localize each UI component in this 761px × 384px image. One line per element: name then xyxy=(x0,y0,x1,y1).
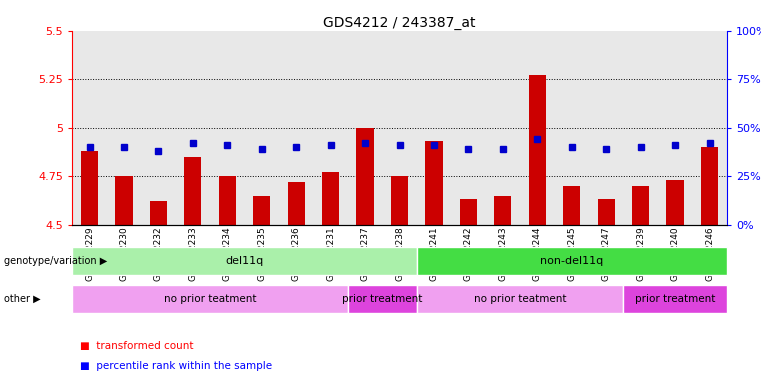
Bar xyxy=(589,31,623,225)
Bar xyxy=(107,31,142,225)
Bar xyxy=(520,31,555,225)
Bar xyxy=(494,195,511,225)
Text: genotype/variation ▶: genotype/variation ▶ xyxy=(4,256,107,266)
Bar xyxy=(563,186,581,225)
Bar xyxy=(81,151,98,225)
Bar xyxy=(417,31,451,225)
Text: prior treatment: prior treatment xyxy=(342,294,422,304)
Text: ■  transformed count: ■ transformed count xyxy=(80,341,193,351)
Bar xyxy=(667,180,683,225)
Text: no prior teatment: no prior teatment xyxy=(164,294,256,304)
Bar xyxy=(382,31,417,225)
Bar xyxy=(176,31,210,225)
Title: GDS4212 / 243387_at: GDS4212 / 243387_at xyxy=(323,16,476,30)
Bar xyxy=(529,75,546,225)
Bar xyxy=(253,195,270,225)
Bar xyxy=(288,182,305,225)
Bar xyxy=(244,31,279,225)
Bar xyxy=(693,31,727,225)
Bar xyxy=(451,31,486,225)
Bar xyxy=(116,176,132,225)
Bar xyxy=(555,31,589,225)
Text: other ▶: other ▶ xyxy=(4,294,40,304)
Bar xyxy=(72,31,107,225)
Bar xyxy=(391,176,408,225)
Bar xyxy=(150,201,167,225)
Bar xyxy=(314,31,348,225)
Bar xyxy=(348,31,382,225)
Bar xyxy=(623,31,658,225)
Text: del11q: del11q xyxy=(225,256,263,266)
Bar xyxy=(218,176,236,225)
Bar xyxy=(486,31,520,225)
Text: prior treatment: prior treatment xyxy=(635,294,715,304)
Text: no prior teatment: no prior teatment xyxy=(474,294,566,304)
Bar xyxy=(701,147,718,225)
Bar xyxy=(460,199,477,225)
Bar xyxy=(142,31,176,225)
Bar xyxy=(184,157,202,225)
Bar xyxy=(210,31,244,225)
Bar xyxy=(356,128,374,225)
Bar xyxy=(322,172,339,225)
Bar xyxy=(425,141,443,225)
Bar xyxy=(279,31,314,225)
Bar xyxy=(597,199,615,225)
Bar xyxy=(632,186,649,225)
Bar xyxy=(658,31,693,225)
Text: non-del11q: non-del11q xyxy=(540,256,603,266)
Text: ■  percentile rank within the sample: ■ percentile rank within the sample xyxy=(80,361,272,371)
